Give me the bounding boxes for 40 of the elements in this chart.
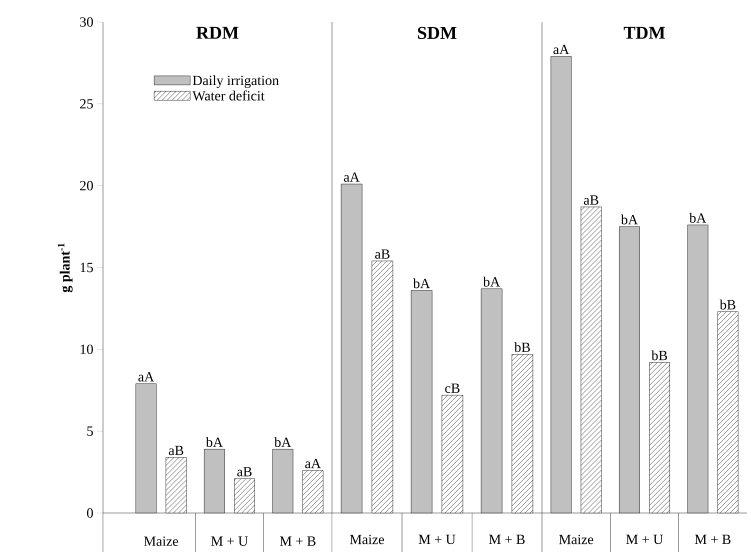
x-tick-label: M + U [626, 534, 663, 544]
data-label: bA [274, 437, 292, 447]
data-label: bA [689, 212, 706, 223]
data-label: aA [553, 44, 570, 54]
legend-label: Water deficit [192, 90, 265, 101]
x-tick-label: M + B [694, 534, 730, 544]
y-axis-title: g plant$^{-1}$ [58, 243, 73, 292]
data-label: bA [620, 214, 638, 224]
data-label: bB [514, 342, 530, 352]
y-tick-label: 0 [87, 508, 93, 518]
data-label: aA [305, 458, 321, 468]
x-tick-label: M + U [211, 536, 248, 546]
data-label: bB [651, 350, 668, 360]
data-label: aA [138, 372, 154, 382]
x-tick-label: Maize [144, 536, 178, 546]
chart-title: SDM [418, 26, 456, 39]
x-tick-label: M + U [418, 534, 456, 544]
chart-title: RDM [196, 26, 238, 39]
y-tick-label: 25 [80, 99, 93, 109]
data-label: bA [206, 437, 223, 447]
data-label: aB [168, 446, 184, 456]
x-tick-label: Maize [350, 534, 384, 544]
x-tick-label: M + B [489, 534, 525, 544]
data-label: aB [237, 467, 252, 476]
x-tick-label: Maize [559, 534, 594, 544]
data-label: cB [445, 384, 460, 393]
data-label: aB [584, 195, 598, 205]
x-tick-label: M + B [280, 536, 316, 546]
y-tick-label: 5 [87, 426, 93, 436]
y-tick-label: 10 [80, 344, 93, 354]
y-tick-label: 20 [80, 180, 93, 190]
data-label: bA [483, 276, 500, 287]
y-tick-label: 15 [80, 262, 93, 272]
legend-label: Daily irrigation [192, 75, 279, 88]
data-label: bB [720, 300, 736, 310]
y-tick-label: 30 [80, 17, 93, 27]
chart-title: TDM [624, 26, 665, 39]
data-label: bA [413, 278, 430, 288]
data-label: aA [344, 172, 360, 182]
data-label: aB [375, 249, 390, 259]
